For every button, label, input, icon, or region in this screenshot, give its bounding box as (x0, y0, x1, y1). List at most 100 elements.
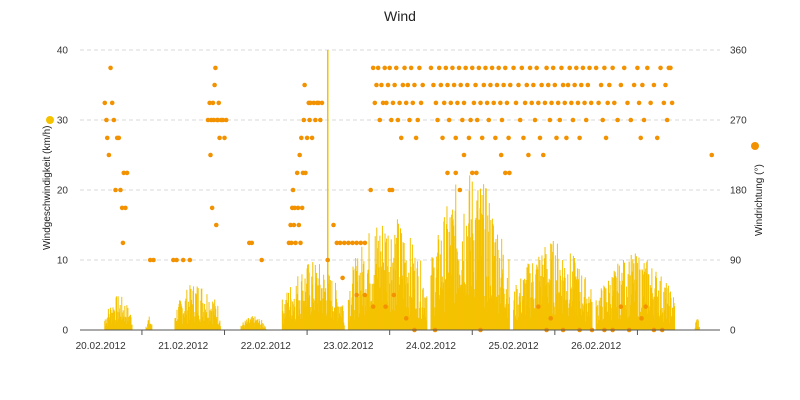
wind-direction-point (474, 117, 480, 123)
wind-direction-point (640, 82, 645, 88)
wind-direction-point (397, 100, 402, 106)
wind-direction-point (570, 117, 576, 123)
wind-direction-point (550, 65, 556, 71)
wind-direction-point (208, 152, 213, 158)
wind-direction-point (350, 240, 355, 246)
wind-direction-point (293, 240, 298, 246)
wind-direction-point (474, 170, 479, 176)
wind-direction-point (469, 65, 475, 71)
wind-direction-point (641, 117, 647, 123)
wind-direction-point (486, 117, 492, 123)
wind-direction-point (445, 170, 450, 176)
wind-direction-point (303, 170, 308, 176)
wind-direction-point (295, 205, 301, 211)
wind-direction-point (290, 187, 296, 193)
wind-direction-point (554, 135, 559, 141)
wind-direction-point (625, 100, 630, 106)
x-tick-label: 26.02.2012 (571, 341, 621, 352)
wind-direction-point (645, 65, 650, 71)
wind-direction-point (529, 100, 535, 106)
wind-direction-point (308, 100, 313, 106)
wind-direction-point (147, 257, 153, 263)
wind-direction-point (489, 65, 495, 71)
wind-direction-point (187, 257, 193, 263)
wind-direction-point (216, 100, 222, 106)
wind-direction-point (382, 65, 388, 71)
wind-direction-point (217, 135, 222, 141)
wind-direction-point (600, 117, 606, 123)
wind-direction-point (403, 100, 409, 106)
wind-direction-point (562, 100, 568, 106)
wind-direction-point (106, 152, 112, 158)
wind-direction-point (511, 65, 516, 71)
wind-direction-point (499, 117, 505, 123)
wind-direction-point (334, 240, 340, 246)
wind-direction-point (456, 65, 462, 71)
y-left-tick-label: 40 (57, 46, 69, 57)
wind-direction-point (555, 100, 561, 106)
wind-direction-point (610, 65, 615, 71)
wind-direction-point (331, 222, 336, 228)
wind-direction-point (580, 65, 586, 71)
wind-direction-point (521, 135, 526, 141)
wind-direction-point (455, 100, 460, 106)
wind-direction-point (223, 117, 229, 123)
wind-direction-point (446, 117, 452, 123)
wind-direction-point (476, 65, 482, 71)
wind-direction-point (288, 222, 293, 228)
wind-direction-point (481, 82, 487, 88)
wind-direction-point (299, 205, 305, 211)
wind-direction-point (391, 292, 397, 298)
wind-direction-point (611, 100, 617, 106)
wind-direction-point (341, 240, 347, 246)
wind-direction-point (392, 82, 397, 88)
wind-direction-point (498, 152, 504, 158)
wind-direction-point (102, 100, 108, 106)
wind-direction-point (469, 170, 475, 176)
wind-direction-point (669, 100, 675, 106)
wind-direction-point (205, 117, 211, 123)
wind-direction-point (120, 240, 126, 246)
y-left-tick-label: 0 (62, 326, 68, 337)
wind-direction-point (325, 257, 331, 263)
wind-direction-point (296, 222, 302, 228)
wind-direction-point (354, 292, 359, 298)
wind-direction-point (544, 65, 549, 71)
wind-direction-point (654, 135, 660, 141)
wind-direction-point (517, 117, 523, 123)
wind-direction-point (375, 65, 381, 71)
wind-direction-point (299, 135, 304, 141)
wind-direction-point (536, 304, 541, 309)
wind-direction-point (557, 117, 563, 123)
wind-direction-point (664, 117, 670, 123)
wind-direction-point (215, 117, 221, 123)
wind-direction-point (466, 135, 472, 141)
wind-direction-point (380, 100, 386, 106)
wind-direction-point (526, 152, 531, 158)
left-axis-ticks: 0 10 20 30 40 (57, 46, 69, 337)
wind-direction-point (389, 117, 394, 123)
wind-direction-point (402, 65, 407, 71)
wind-direction-point (395, 117, 401, 123)
wind-direction-point (385, 82, 391, 88)
wind-direction-point (368, 187, 373, 193)
wind-direction-point (294, 170, 300, 176)
wind-direction-point (400, 82, 406, 88)
wind-direction-point (618, 304, 624, 309)
wind-direction-point (635, 65, 640, 71)
wind-direction-point (542, 100, 548, 106)
wind-direction-point (370, 65, 376, 71)
wind-direction-point (207, 100, 212, 106)
wind-speed-axis-marker (46, 116, 54, 124)
wind-direction-point (539, 82, 544, 88)
wind-direction-point (370, 304, 376, 309)
wind-direction-point (513, 100, 519, 106)
wind-direction-point (417, 65, 422, 71)
wind-direction-point (174, 257, 179, 263)
wind-direction-point (436, 65, 442, 71)
wind-direction-point (631, 82, 637, 88)
wind-direction-point (289, 240, 294, 246)
wind-direction-point (636, 100, 642, 106)
y-right-tick-label: 180 (730, 186, 747, 197)
